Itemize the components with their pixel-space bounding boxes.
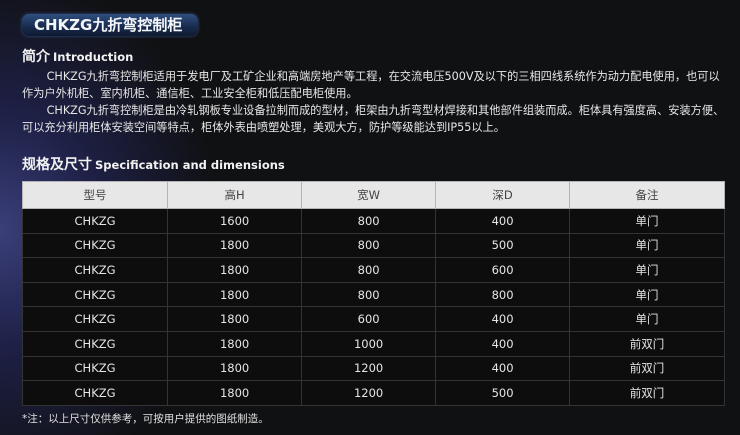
table-cell: 400 (435, 330, 570, 357)
table-cell: 800 (301, 257, 437, 283)
column-header: 高H (167, 181, 303, 209)
table-cell: 前双门 (568, 330, 726, 357)
column-header: 备注 (568, 181, 726, 209)
table-cell: 800 (301, 208, 437, 234)
table-cell: 600 (435, 257, 570, 283)
table-cell: 800 (301, 281, 437, 308)
table-cell: 单门 (568, 232, 726, 259)
table-row: CHKZG 1800 1000 400 前双门 (21, 330, 726, 357)
table-cell: 1000 (301, 330, 437, 357)
intro-text: CHKZG九折弯控制柜适用于发电厂及工矿企业和高端房地产等工程，在交流电压500… (22, 68, 728, 136)
intro-heading: 简介 Introduction (22, 46, 133, 66)
product-title: CHKZG九折弯控制柜 (22, 14, 198, 36)
table-row: CHKZG 1800 1200 500 前双门 (21, 380, 726, 406)
table-cell: CHKZG (21, 281, 169, 308)
table-cell: CHKZG (21, 306, 169, 332)
intro-paragraph-1: CHKZG九折弯控制柜适用于发电厂及工矿企业和高端房地产等工程，在交流电压500… (22, 70, 720, 100)
table-cell: 500 (435, 232, 570, 259)
table-cell: 400 (435, 355, 570, 382)
table-row: CHKZG 1800 1200 400 前双门 (21, 355, 726, 382)
table-cell: 1200 (301, 380, 437, 406)
intro-heading-en: Introduction (53, 50, 134, 64)
spec-heading-en: Specification and dimensions (95, 158, 285, 172)
table-cell: 800 (301, 232, 437, 259)
table-cell: 1800 (167, 306, 303, 332)
table-cell: 1800 (167, 380, 303, 406)
table-cell: CHKZG (21, 257, 169, 283)
table-cell: CHKZG (21, 355, 169, 382)
spec-table: 型号 高H 宽W 深D 备注 CHKZG 1600 800 400 单门 CHKZG 1800 800… (21, 181, 726, 406)
table-cell: 1200 (301, 355, 437, 382)
table-cell: 1800 (167, 355, 303, 382)
intro-paragraph-2: CHKZG九折弯控制柜是由冷轧钢板专业设备拉制而成的型材，柜架由九折弯型材焊接和… (22, 104, 725, 134)
table-cell: CHKZG (21, 330, 169, 357)
column-header: 宽W (301, 181, 437, 209)
table-row: CHKZG 1800 800 600 单门 (21, 257, 726, 283)
table-cell: 单门 (568, 281, 726, 308)
column-header: 型号 (21, 181, 169, 209)
table-cell: CHKZG (21, 232, 169, 259)
spec-heading-cn: 规格及尺寸 (22, 157, 92, 173)
table-cell: 600 (301, 306, 437, 332)
table-cell: 前双门 (568, 380, 726, 406)
table-row: CHKZG 1800 800 800 单门 (21, 281, 726, 308)
table-row: CHKZG 1800 600 400 单门 (21, 306, 726, 332)
table-cell: 前双门 (568, 355, 726, 382)
table-row: CHKZG 1600 800 400 单门 (21, 208, 726, 234)
column-header: 深D (435, 181, 570, 209)
table-cell: 单门 (568, 257, 726, 283)
intro-heading-cn: 简介 (22, 49, 50, 65)
table-cell: 单门 (568, 208, 726, 234)
table-header-row: 型号 高H 宽W 深D 备注 (21, 181, 726, 209)
table-cell: 800 (435, 281, 570, 308)
table-cell: 1800 (167, 330, 303, 357)
table-cell: 500 (435, 380, 570, 406)
table-cell: CHKZG (21, 208, 169, 234)
table-cell: 1800 (167, 232, 303, 259)
table-cell: CHKZG (21, 380, 169, 406)
table-row: CHKZG 1800 800 500 单门 (21, 232, 726, 259)
spec-heading: 规格及尺寸 Specification and dimensions (22, 154, 285, 174)
table-cell: 400 (435, 306, 570, 332)
table-cell: 1800 (167, 257, 303, 283)
table-cell: 1800 (167, 281, 303, 308)
table-cell: 单门 (568, 306, 726, 332)
table-cell: 1600 (167, 208, 303, 234)
table-cell: 400 (435, 208, 570, 234)
footnote: *注：以上尺寸仅供参考，可按用户提供的图纸制造。 (22, 413, 269, 425)
